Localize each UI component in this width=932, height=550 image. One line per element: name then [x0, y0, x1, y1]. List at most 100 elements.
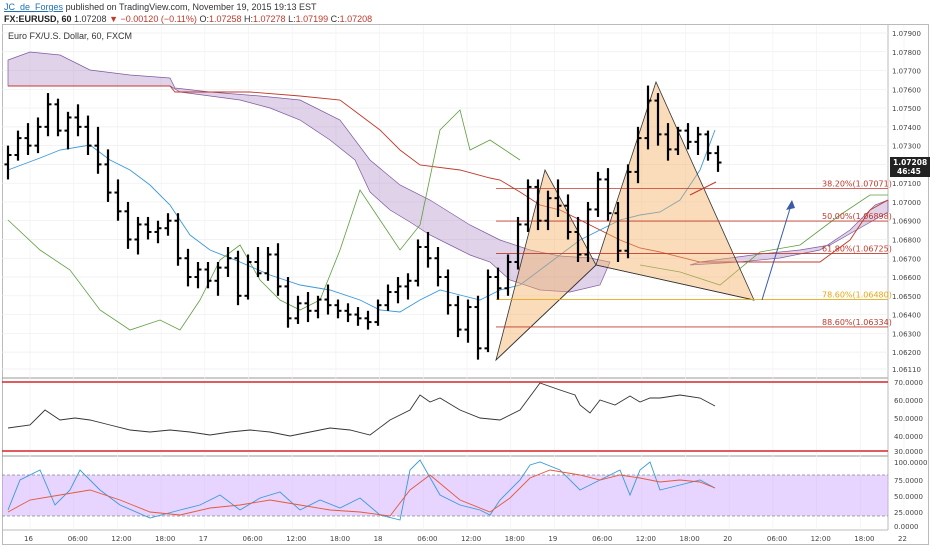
current-price-value: 1.07208	[893, 158, 927, 167]
candle	[444, 269, 452, 315]
candle	[704, 130, 712, 161]
fib-level-label: 61.80%(1.06725)	[822, 245, 892, 254]
osc2-tick-label: 0.0000	[894, 523, 919, 531]
stoch-k-line	[7, 459, 716, 521]
candle	[74, 104, 82, 137]
candle	[244, 254, 252, 300]
candle	[484, 269, 492, 353]
candle	[664, 123, 672, 161]
candle	[114, 179, 122, 221]
price-change: −0.00120 (−0.11%)	[120, 14, 197, 24]
time-tick-label: 16	[24, 535, 33, 543]
osc1-tick-label: 40.0000	[894, 433, 923, 441]
price-tick-label: 1.06200	[892, 349, 921, 357]
future-cloud-line	[639, 194, 888, 286]
price-tick-label: 1.07500	[892, 105, 921, 113]
stoch-d-line	[7, 469, 716, 517]
time-tick-label: 12:00	[461, 535, 481, 543]
harmonic-bd	[595, 264, 755, 301]
time-axis: 16 06:00 12:00 18:00 17 06:00 12:00 18:00 18 06:0…	[24, 535, 907, 543]
candle	[84, 115, 92, 156]
candle	[204, 262, 212, 289]
candle	[44, 93, 52, 137]
trend-line-red	[689, 181, 717, 196]
candle	[134, 216, 142, 255]
candle	[234, 250, 242, 306]
osc2-axis: 100.0000 75.0000 50.0000 25.0000 0.0000	[894, 459, 927, 531]
candle	[424, 231, 432, 268]
candle	[274, 243, 282, 296]
candle	[4, 145, 12, 180]
candle	[354, 307, 362, 326]
time-tick-label: 22	[898, 535, 907, 543]
osc2-tick-label: 25.0000	[894, 509, 923, 517]
candle	[654, 93, 662, 146]
osc2-tick-label: 75.0000	[894, 477, 923, 485]
candle	[14, 130, 22, 161]
candle	[644, 85, 652, 150]
open-value: 1.07258	[208, 14, 242, 24]
price-tick-label: 1.06300	[892, 330, 921, 338]
candle	[684, 123, 692, 150]
candle	[214, 262, 222, 296]
time-tick-label: 18:00	[330, 535, 350, 543]
candle	[344, 303, 352, 323]
candle	[624, 164, 632, 259]
candle	[554, 179, 562, 217]
fib-level-label: 50.00%(1.06898)	[822, 212, 892, 221]
tenkan-line	[7, 129, 716, 313]
candle	[24, 123, 32, 156]
last-price: 1.07208	[74, 14, 107, 24]
high-value: 1.07278	[253, 14, 286, 24]
price-tick-label: 1.07900	[892, 30, 921, 38]
price-tick-label: 1.06400	[892, 312, 921, 320]
candle	[314, 295, 322, 319]
fib-level-label: 88.60%(1.06334)	[822, 318, 892, 327]
price-tick-label: 1.07100	[892, 180, 921, 188]
candle	[464, 299, 472, 343]
candle	[714, 145, 722, 172]
time-tick-label: 06:00	[68, 535, 88, 543]
projection-arrowhead	[786, 200, 795, 210]
author-link[interactable]: JC_de_Forges	[4, 2, 64, 12]
countdown-value: 46:45	[897, 167, 921, 176]
candle	[284, 277, 292, 328]
open-label: O:	[199, 14, 209, 24]
candle	[334, 299, 342, 319]
time-tick-label: 19	[548, 535, 557, 543]
candle	[34, 117, 42, 154]
candle	[404, 273, 412, 300]
candle	[164, 213, 172, 236]
low-label: L:	[288, 14, 296, 24]
price-axis: 1.07900 1.07800 1.07700 1.07600 1.07500 1.074…	[892, 30, 921, 374]
candle	[434, 246, 442, 287]
osc1-axis: 70.0000 60.0000 50.0000 40.0000 30.0000	[894, 379, 923, 456]
candle	[544, 190, 552, 231]
ichimoku-cloud	[7, 51, 611, 293]
time-tick-label: 18:00	[505, 535, 525, 543]
price-tick-label: 1.07700	[892, 68, 921, 76]
candle	[184, 248, 192, 287]
candle	[64, 111, 72, 150]
symbol-label: FX:EURUSD, 60	[4, 14, 72, 24]
harmonic-bcd	[595, 80, 755, 301]
candle	[194, 262, 202, 289]
chart-title: Euro FX/U.S. Dollar, 60, FXCM	[8, 31, 133, 41]
candle	[534, 179, 542, 231]
header-line-1: JC_de_Forges published on TradingView.co…	[4, 2, 317, 12]
candle	[634, 126, 642, 184]
time-tick-label: 18:00	[680, 535, 700, 543]
candle	[124, 201, 132, 249]
grid	[2, 25, 905, 530]
price-tick-label: 1.07400	[892, 124, 921, 132]
price-tick-label: 1.06500	[892, 293, 921, 301]
time-tick-label: 12:00	[111, 535, 131, 543]
candle	[154, 220, 162, 244]
price-tick-label: 1.07000	[892, 199, 921, 207]
time-tick-label: 12:00	[811, 535, 831, 543]
candle	[454, 295, 462, 338]
time-tick-label: 17	[199, 535, 208, 543]
fib-level-label: 38.20%(1.07071)	[822, 180, 892, 189]
candle	[294, 295, 302, 324]
